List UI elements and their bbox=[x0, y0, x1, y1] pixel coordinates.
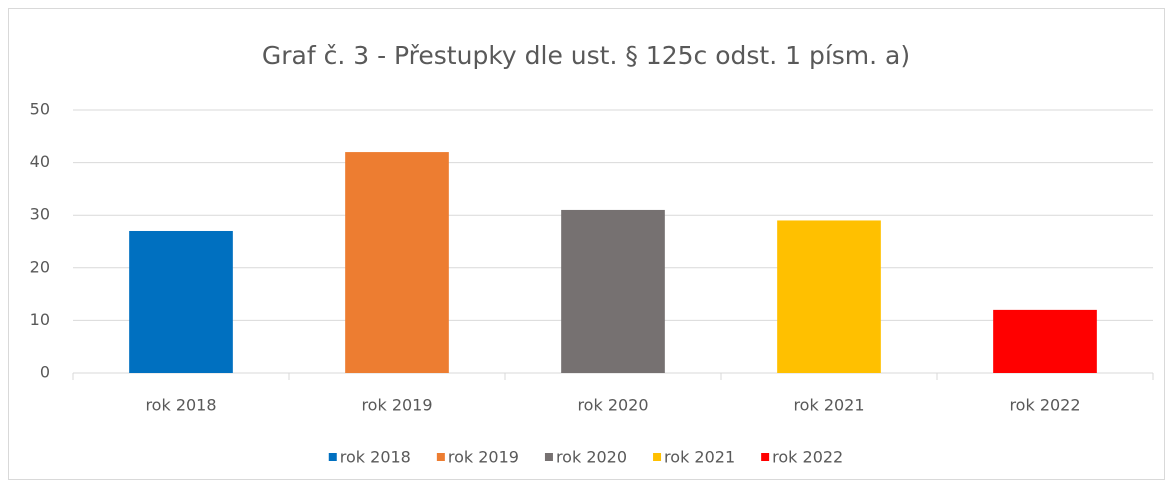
y-tick-label: 20 bbox=[30, 257, 50, 276]
y-tick-label: 10 bbox=[30, 310, 50, 329]
legend-label: rok 2022 bbox=[772, 448, 843, 467]
x-tick-label: rok 2018 bbox=[145, 396, 216, 415]
legend-label: rok 2019 bbox=[448, 448, 519, 467]
bar bbox=[129, 230, 233, 373]
x-tick-label: rok 2022 bbox=[1009, 396, 1080, 415]
bar bbox=[777, 220, 881, 373]
x-tick-label: rok 2019 bbox=[361, 396, 432, 415]
bar bbox=[561, 209, 665, 373]
x-tick-label: rok 2021 bbox=[793, 396, 864, 415]
bar bbox=[345, 152, 449, 373]
legend-swatch bbox=[436, 453, 445, 461]
y-tick-label: 30 bbox=[30, 205, 50, 224]
chart-title: Graf č. 3 - Přestupky dle ust. § 125c od… bbox=[262, 41, 910, 70]
x-tick-label: rok 2020 bbox=[577, 396, 648, 415]
y-tick-label: 40 bbox=[30, 152, 50, 171]
legend-label: rok 2021 bbox=[664, 448, 735, 467]
legend-label: rok 2018 bbox=[340, 448, 411, 467]
y-tick-label: 0 bbox=[40, 363, 50, 382]
bar bbox=[993, 309, 1097, 373]
legend-swatch bbox=[761, 453, 770, 461]
y-tick-label: 50 bbox=[30, 100, 50, 119]
legend-swatch bbox=[328, 453, 337, 461]
legend-label: rok 2020 bbox=[556, 448, 627, 467]
legend-swatch bbox=[544, 453, 553, 461]
legend-swatch bbox=[653, 453, 662, 461]
